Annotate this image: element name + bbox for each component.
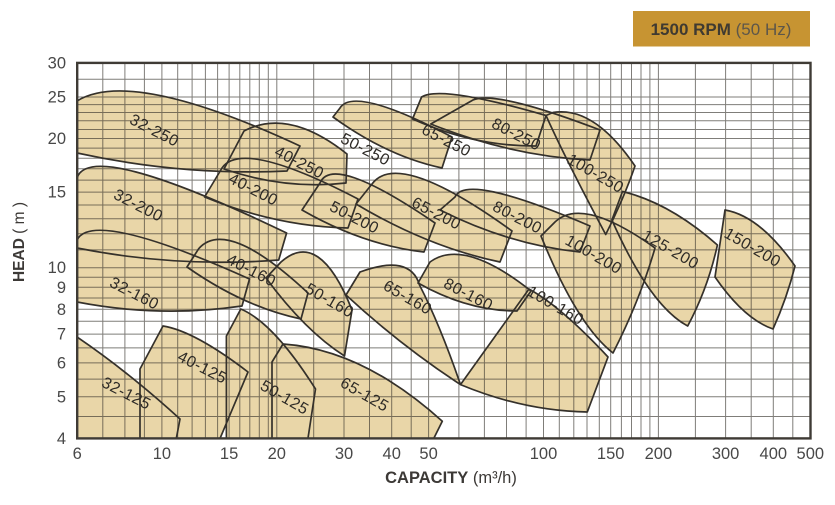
svg-text:30: 30	[48, 55, 66, 73]
svg-text:8: 8	[57, 301, 66, 319]
svg-text:CAPACITY (m³/h): CAPACITY (m³/h)	[385, 469, 517, 487]
svg-text:150: 150	[597, 445, 625, 463]
svg-text:25: 25	[48, 89, 66, 107]
svg-text:4: 4	[57, 430, 66, 448]
svg-text:400: 400	[760, 445, 788, 463]
svg-text:100: 100	[530, 445, 558, 463]
svg-text:20: 20	[48, 130, 66, 148]
svg-text:20: 20	[268, 445, 286, 463]
svg-text:7: 7	[57, 326, 66, 344]
svg-text:300: 300	[712, 445, 740, 463]
svg-text:1500 RPM (50 Hz): 1500 RPM (50 Hz)	[651, 20, 792, 39]
svg-text:HEAD ( m ): HEAD ( m )	[11, 202, 28, 282]
svg-text:15: 15	[48, 184, 66, 202]
svg-text:200: 200	[645, 445, 673, 463]
svg-text:30: 30	[335, 445, 353, 463]
svg-text:40: 40	[383, 445, 401, 463]
svg-text:6: 6	[73, 445, 82, 463]
svg-text:50: 50	[419, 445, 437, 463]
svg-text:5: 5	[57, 388, 66, 406]
svg-text:6: 6	[57, 354, 66, 372]
svg-text:500: 500	[797, 445, 825, 463]
svg-text:15: 15	[220, 445, 238, 463]
svg-text:10: 10	[48, 259, 66, 277]
svg-text:9: 9	[57, 279, 66, 297]
svg-text:10: 10	[153, 445, 171, 463]
